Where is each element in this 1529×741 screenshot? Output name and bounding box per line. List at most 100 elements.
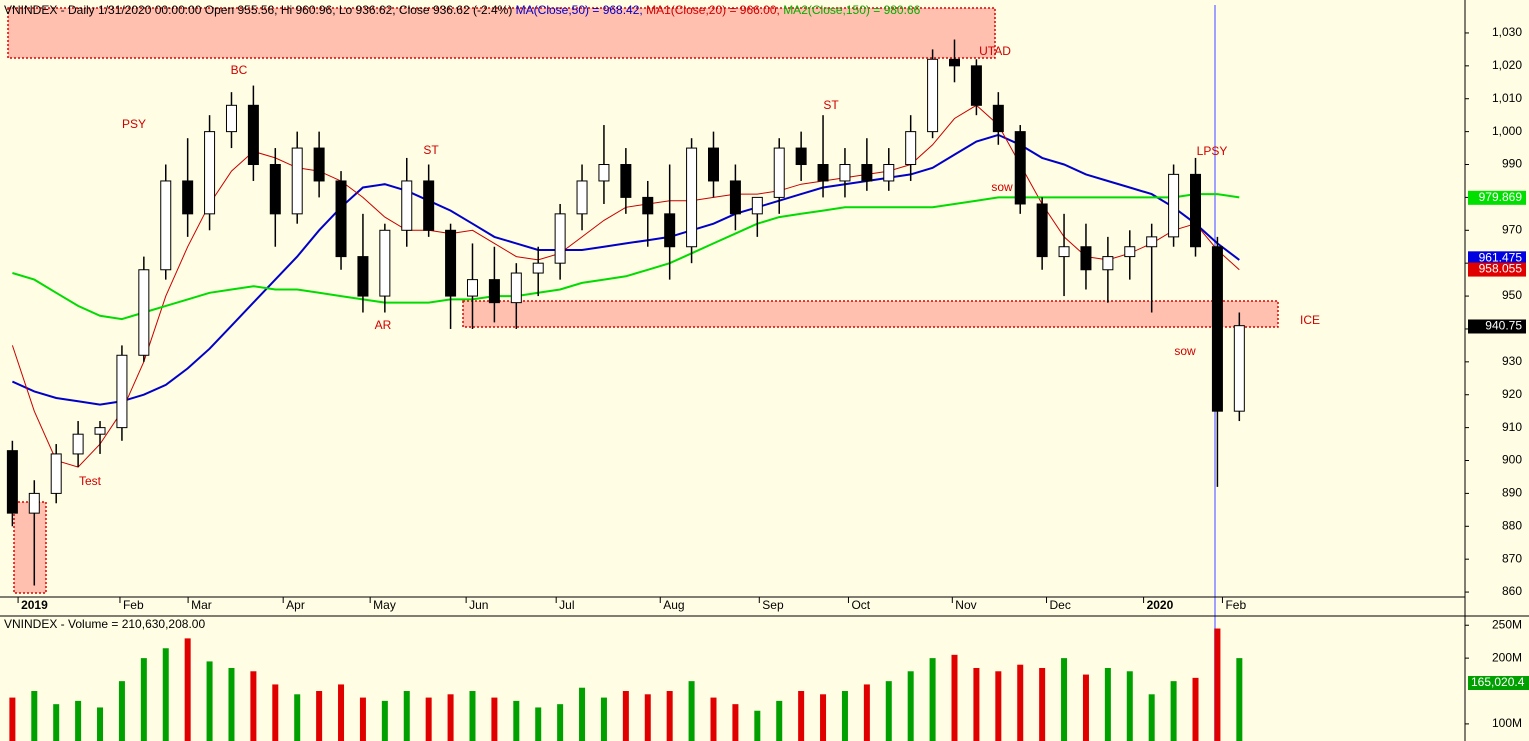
y-tick-label: 950 [1502,288,1522,302]
x-tick-label: Oct [851,598,870,612]
volume-bar [973,667,980,741]
candle-body [664,213,676,248]
volume-bar [907,671,914,741]
price-tag-label: 979.869 [1479,190,1523,204]
volume-bar [732,704,739,741]
candle-body [1102,256,1114,271]
y-tick-label: 990 [1502,157,1522,171]
volume-bar [644,694,651,741]
candle-body [949,58,961,67]
price-tag-box [1468,190,1526,205]
volume-bar [557,704,564,741]
x-tick-label: Nov [955,598,976,612]
volume-bar [316,691,323,741]
volume-tick-label: 200M [1492,650,1522,664]
volume-bar [1236,658,1243,741]
candle-body [1036,203,1048,258]
y-tick-label: 910 [1502,420,1522,434]
candle-body [1146,236,1158,248]
candle-body [291,147,303,215]
ice-zone [462,300,1279,328]
volume-bar [600,697,607,741]
candle-body [1233,325,1245,412]
volume-bar [754,710,761,741]
candle-body [1124,246,1136,258]
candle-body [423,180,435,231]
candle-body [335,180,347,258]
candle-body [225,104,237,133]
volume-bar [1104,667,1111,741]
volume-bar [425,697,432,741]
candle-body [839,164,851,182]
x-tick-label: Mar [191,598,212,612]
volume-bar [469,691,476,741]
candle-body [488,279,500,304]
volume-bar [579,687,586,741]
candle-body [729,180,741,215]
header-ma150: MA2(Close,150) = 980.66 [783,3,920,17]
volume-tag-box [1468,676,1529,690]
candle-body [554,213,566,264]
x-tick-label: Sep [762,598,784,612]
candle-body [28,492,40,514]
candle-body [466,279,478,297]
candle-body [795,147,807,166]
candle-body [401,180,413,231]
wyckoff-label: ICE [1300,313,1320,327]
candle-body [72,433,84,455]
x-tick-label: Aug [663,598,684,612]
y-tick-label: 1,000 [1492,124,1522,138]
candle-body [94,427,106,435]
volume-bar [1039,667,1046,741]
candle-body [970,65,982,106]
volume-bar [513,700,520,741]
wyckoff-label: ST [823,98,839,112]
volume-tag-label: 165,020.4 [1471,675,1525,689]
price-tag-label: 961.475 [1479,250,1523,264]
volume-bar [447,694,454,741]
candle-body [773,147,785,198]
volume-bar [863,684,870,741]
candle-body [576,180,588,215]
candle-body [50,453,62,494]
volume-bar [1061,658,1068,741]
volume-bar [206,661,213,741]
candle-body [620,164,632,198]
volume-bar [951,654,958,741]
volume-bar [272,684,279,741]
volume-bar [250,671,257,741]
price-tag-box [1468,319,1526,334]
price-tag-box [1468,251,1526,266]
candle-body [686,147,698,248]
candle-body [138,269,150,356]
volume-bar [294,694,301,741]
volume-bar [1126,671,1133,741]
spring-zone [13,501,47,594]
x-tick-label: 2020 [1147,598,1174,612]
x-tick-label: Jul [559,598,574,612]
candle-body [247,104,259,166]
volume-bar [1170,681,1177,741]
volume-tick-label: 100M [1492,716,1522,730]
candle-body [445,229,457,297]
candle-body [751,196,763,215]
volume-bar [31,691,38,741]
candle-body [532,262,544,274]
volume-bar [995,671,1002,741]
volume-bar [710,697,717,741]
x-tick-label: Jun [469,598,488,612]
volume-bar [491,697,498,741]
volume-bar [403,691,410,741]
y-tick-label: 930 [1502,354,1522,368]
volume-bar [1214,628,1221,741]
x-tick-label: Feb [123,598,144,612]
y-tick-label: 880 [1502,518,1522,532]
candle-body [992,104,1004,133]
x-tick-label: Feb [1225,598,1246,612]
candle-body [1211,246,1223,412]
candle-body [357,256,369,297]
candle-body [598,164,610,182]
y-tick-label: 1,010 [1492,91,1522,105]
volume-bar [184,638,191,741]
